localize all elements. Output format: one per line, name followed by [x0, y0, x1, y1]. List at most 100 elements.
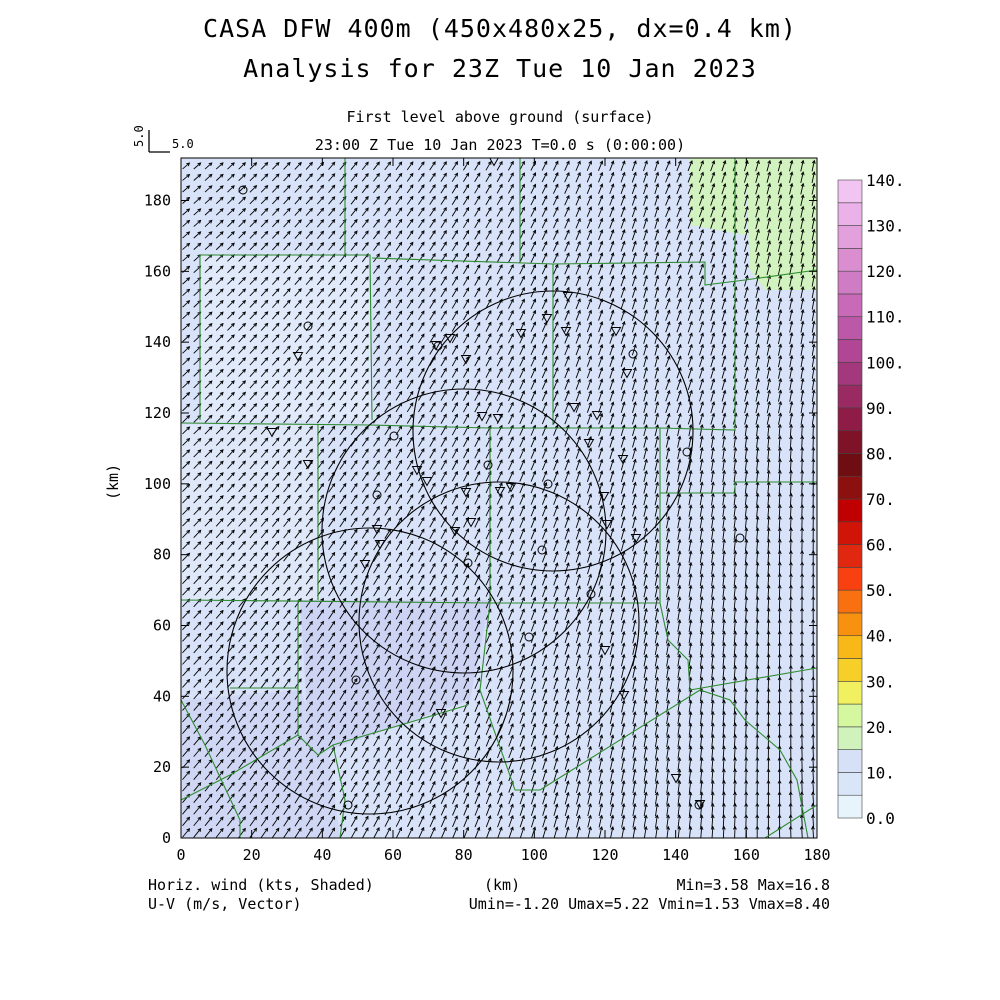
- wind-vector-head: [655, 573, 659, 578]
- wind-vector-head: [465, 321, 470, 326]
- wind-vector: [632, 436, 636, 448]
- wind-vector: [699, 310, 704, 321]
- wind-vector: [227, 495, 235, 504]
- wind-vector: [249, 185, 257, 193]
- wind-vector: [530, 494, 536, 505]
- wind-vector-head: [677, 320, 682, 326]
- wind-vector: [721, 195, 726, 206]
- wind-vector: [429, 368, 436, 378]
- wind-vector-head: [409, 207, 414, 212]
- wind-vector-head: [789, 171, 794, 176]
- wind-vector-head: [621, 516, 626, 521]
- wind-vector-head: [342, 310, 347, 315]
- wind-vector: [699, 333, 704, 344]
- wind-vector: [575, 516, 581, 529]
- wind-vector-head: [387, 264, 392, 269]
- wind-vector-head: [554, 504, 559, 509]
- wind-vector-head: [711, 446, 715, 451]
- wind-vector: [586, 298, 592, 310]
- wind-vector: [687, 390, 693, 402]
- wind-vector: [204, 357, 213, 366]
- wind-vector: [215, 483, 224, 493]
- wind-vector: [744, 413, 748, 425]
- wind-vector-head: [208, 529, 213, 534]
- wind-vector: [418, 494, 425, 505]
- wind-vector-head: [476, 401, 481, 406]
- wind-vector: [541, 287, 548, 298]
- wind-vector: [766, 321, 771, 333]
- wind-vector-head: [599, 183, 604, 188]
- wind-vector-head: [633, 332, 637, 337]
- wind-vector: [384, 207, 391, 217]
- wind-vector: [756, 573, 759, 587]
- wind-vector-head: [532, 229, 537, 234]
- wind-vector-head: [230, 231, 235, 235]
- wind-vector-head: [253, 391, 258, 396]
- wind-vector-head: [755, 527, 760, 532]
- wind-vector: [755, 160, 760, 172]
- wind-vector-head: [253, 380, 258, 385]
- wind-vector-head: [186, 518, 191, 523]
- wind-vector-head: [700, 389, 704, 394]
- wind-vector-head: [722, 309, 727, 314]
- wind-vector: [755, 321, 760, 333]
- wind-vector: [519, 322, 525, 332]
- wind-vector: [811, 321, 815, 333]
- wind-vector-head: [208, 219, 213, 224]
- wind-vector: [643, 333, 648, 344]
- wind-vector-head: [599, 435, 604, 440]
- wind-vector-head: [365, 379, 369, 384]
- wind-vector-head: [711, 194, 716, 199]
- wind-vector-head: [711, 205, 716, 211]
- wind-vector-head: [756, 228, 760, 233]
- wind-vector-head: [499, 539, 503, 544]
- wind-vector-head: [443, 344, 447, 349]
- wind-vector-head: [208, 518, 213, 522]
- wind-vector-head: [755, 573, 760, 578]
- wind-vector: [451, 322, 458, 332]
- wind-vector-head: [331, 460, 336, 465]
- wind-vector-head: [309, 471, 313, 476]
- wind-vector-head: [588, 229, 592, 234]
- wind-vector-head: [566, 435, 570, 441]
- wind-vector: [790, 470, 792, 483]
- wind-vector-head: [376, 161, 380, 166]
- wind-vector: [654, 206, 659, 218]
- wind-vector: [677, 539, 681, 552]
- wind-vector: [575, 539, 581, 552]
- wind-vector: [789, 252, 793, 264]
- wind-vector-head: [487, 252, 492, 257]
- wind-vector: [440, 161, 447, 171]
- wind-vector-head: [387, 253, 392, 258]
- wind-vector: [507, 195, 514, 206]
- wind-vector: [767, 642, 770, 656]
- wind-vector-head: [632, 550, 637, 555]
- wind-vector-head: [443, 367, 447, 372]
- wind-vector: [406, 242, 414, 251]
- wind-vector: [586, 413, 592, 425]
- wind-vector-head: [443, 574, 447, 579]
- wind-vector-head: [376, 264, 380, 269]
- wind-vector: [406, 368, 414, 378]
- wind-vector-head: [264, 403, 269, 407]
- wind-vector-head: [342, 276, 347, 281]
- wind-vector-head: [777, 527, 782, 532]
- wind-vector-head: [465, 287, 470, 292]
- wind-vector-head: [454, 275, 458, 280]
- wind-vector: [654, 401, 659, 414]
- wind-vector-head: [432, 298, 436, 303]
- wind-vector: [227, 185, 235, 193]
- wind-vector: [193, 197, 201, 204]
- wind-vector: [744, 539, 748, 552]
- wind-vector: [631, 275, 637, 287]
- wind-vector: [339, 517, 347, 528]
- wind-vector-head: [644, 240, 648, 245]
- wind-vector-head: [599, 217, 604, 222]
- wind-vector: [249, 564, 257, 573]
- wind-vector-head: [599, 458, 604, 463]
- wind-vector: [485, 379, 492, 390]
- wind-vector-head: [778, 286, 783, 291]
- wind-vector: [418, 356, 425, 367]
- wind-vector-head: [577, 286, 581, 291]
- wind-vector: [687, 333, 693, 344]
